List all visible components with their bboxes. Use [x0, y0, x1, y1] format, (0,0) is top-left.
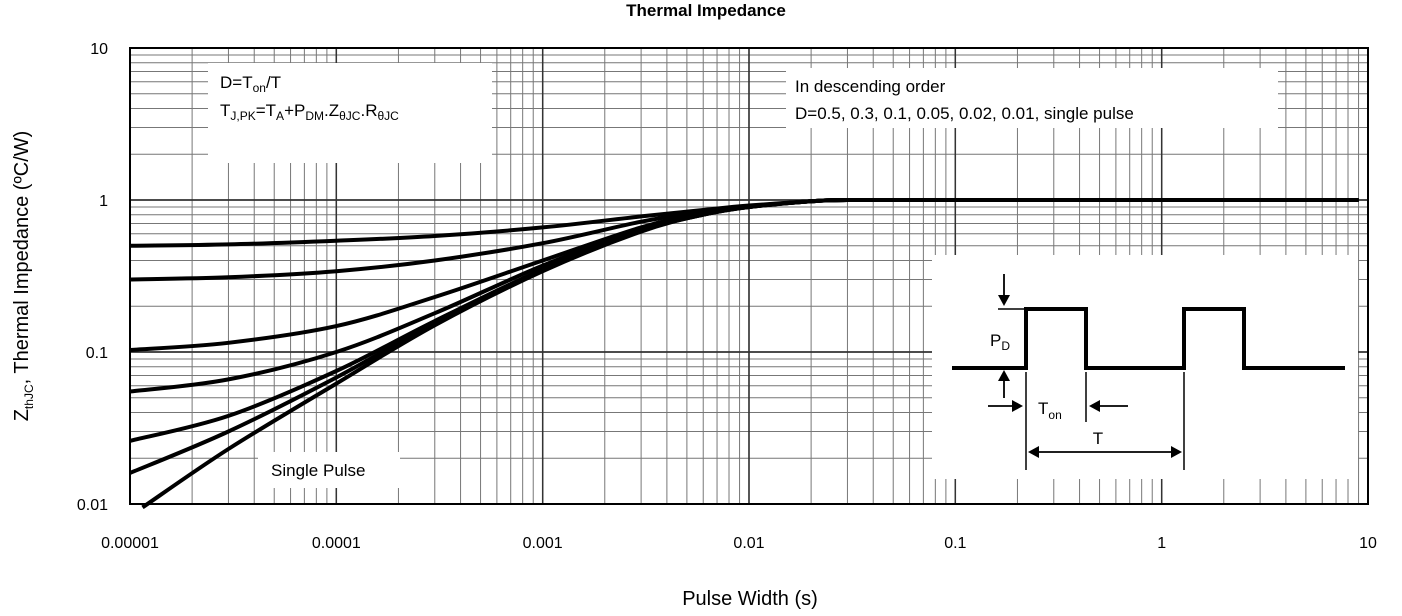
- formula-line-2: TJ,PK=TA+PDM.ZθJC.RθJC: [220, 101, 399, 123]
- y-axis-label: ZthJC, Thermal Impedance (ºC/W): [11, 131, 36, 422]
- pd-up-arrow-icon: [998, 370, 1010, 381]
- y-axis-label-rest: , Thermal Impedance (ºC/W): [11, 131, 33, 385]
- x-tick-label: 0.001: [523, 535, 563, 552]
- ton-left-arrow-icon: [1089, 400, 1100, 412]
- x-tick-label: 0.01: [733, 535, 764, 552]
- y-tick-label: 1: [99, 193, 108, 210]
- order-note-line-1: In descending order: [795, 77, 946, 96]
- formula-r-sub: θJC: [377, 109, 399, 123]
- y-axis-label-sub: thJC: [22, 384, 36, 409]
- formula-over-t: /T: [266, 73, 281, 92]
- formula-d-eq: D=T: [220, 73, 253, 92]
- ton-right-arrow-icon: [1012, 400, 1023, 412]
- chart-title: Thermal Impedance: [626, 1, 786, 20]
- y-axis-label-main: Z: [11, 409, 33, 421]
- x-tick-labels: 0.00001 0.0001 0.001 0.01 0.1 1 10: [101, 535, 1377, 552]
- formula-on-sub: on: [253, 81, 266, 95]
- y-tick-label: 0.1: [86, 345, 108, 362]
- period-label: T: [1093, 429, 1103, 448]
- data-series: [129, 197, 1359, 510]
- formula-r: .R: [360, 101, 377, 120]
- order-note-line-2: D=0.5, 0.3, 0.1, 0.05, 0.02, 0.01, singl…: [795, 104, 1134, 123]
- x-tick-label: 0.00001: [101, 535, 159, 552]
- y-tick-labels: 0.01 0.1 1 10: [77, 41, 108, 514]
- formula-dm-sub: DM: [305, 109, 324, 123]
- order-note-bg: [786, 68, 1278, 128]
- formula-plus-p: +P: [284, 101, 305, 120]
- formula-box-bg: [208, 63, 492, 163]
- formula-t: T: [220, 101, 230, 120]
- pulse-waveform: [952, 307, 1345, 370]
- period-right-arrow-icon: [1171, 446, 1182, 458]
- x-tick-label: 1: [1157, 535, 1166, 552]
- ton-label-sub: on: [1048, 408, 1061, 422]
- pd-label: PD: [990, 331, 1010, 353]
- x-axis-label: Pulse Width (s): [682, 588, 818, 610]
- x-tick-label: 0.1: [944, 535, 966, 552]
- period-left-arrow-icon: [1028, 446, 1039, 458]
- x-tick-label: 10: [1359, 535, 1377, 552]
- ton-label: Ton: [1038, 399, 1062, 422]
- y-tick-label: 0.01: [77, 497, 108, 514]
- x-tick-label: 0.0001: [312, 535, 361, 552]
- formula-line-1: D=Ton/T: [220, 73, 281, 95]
- formula-a-sub: A: [276, 109, 284, 123]
- series-line-single-pulse: [141, 197, 1359, 510]
- pulse-waveform-diagram: PD Ton T: [952, 274, 1345, 470]
- pd-down-arrow-icon: [998, 295, 1010, 306]
- y-tick-label: 10: [90, 41, 108, 58]
- plot-frame: [129, 47, 1369, 505]
- formula-jpk-sub: J,PK: [230, 109, 255, 123]
- single-pulse-label: Single Pulse: [271, 461, 366, 480]
- pd-label-sub: D: [1001, 339, 1010, 353]
- single-pulse-label-bg: [258, 452, 400, 488]
- pd-label-main: P: [990, 331, 1001, 350]
- formula-z: .Z: [324, 101, 339, 120]
- formula-eq-t: =T: [256, 101, 276, 120]
- formula-z-sub: θJC: [339, 109, 361, 123]
- ton-label-main: T: [1038, 399, 1048, 418]
